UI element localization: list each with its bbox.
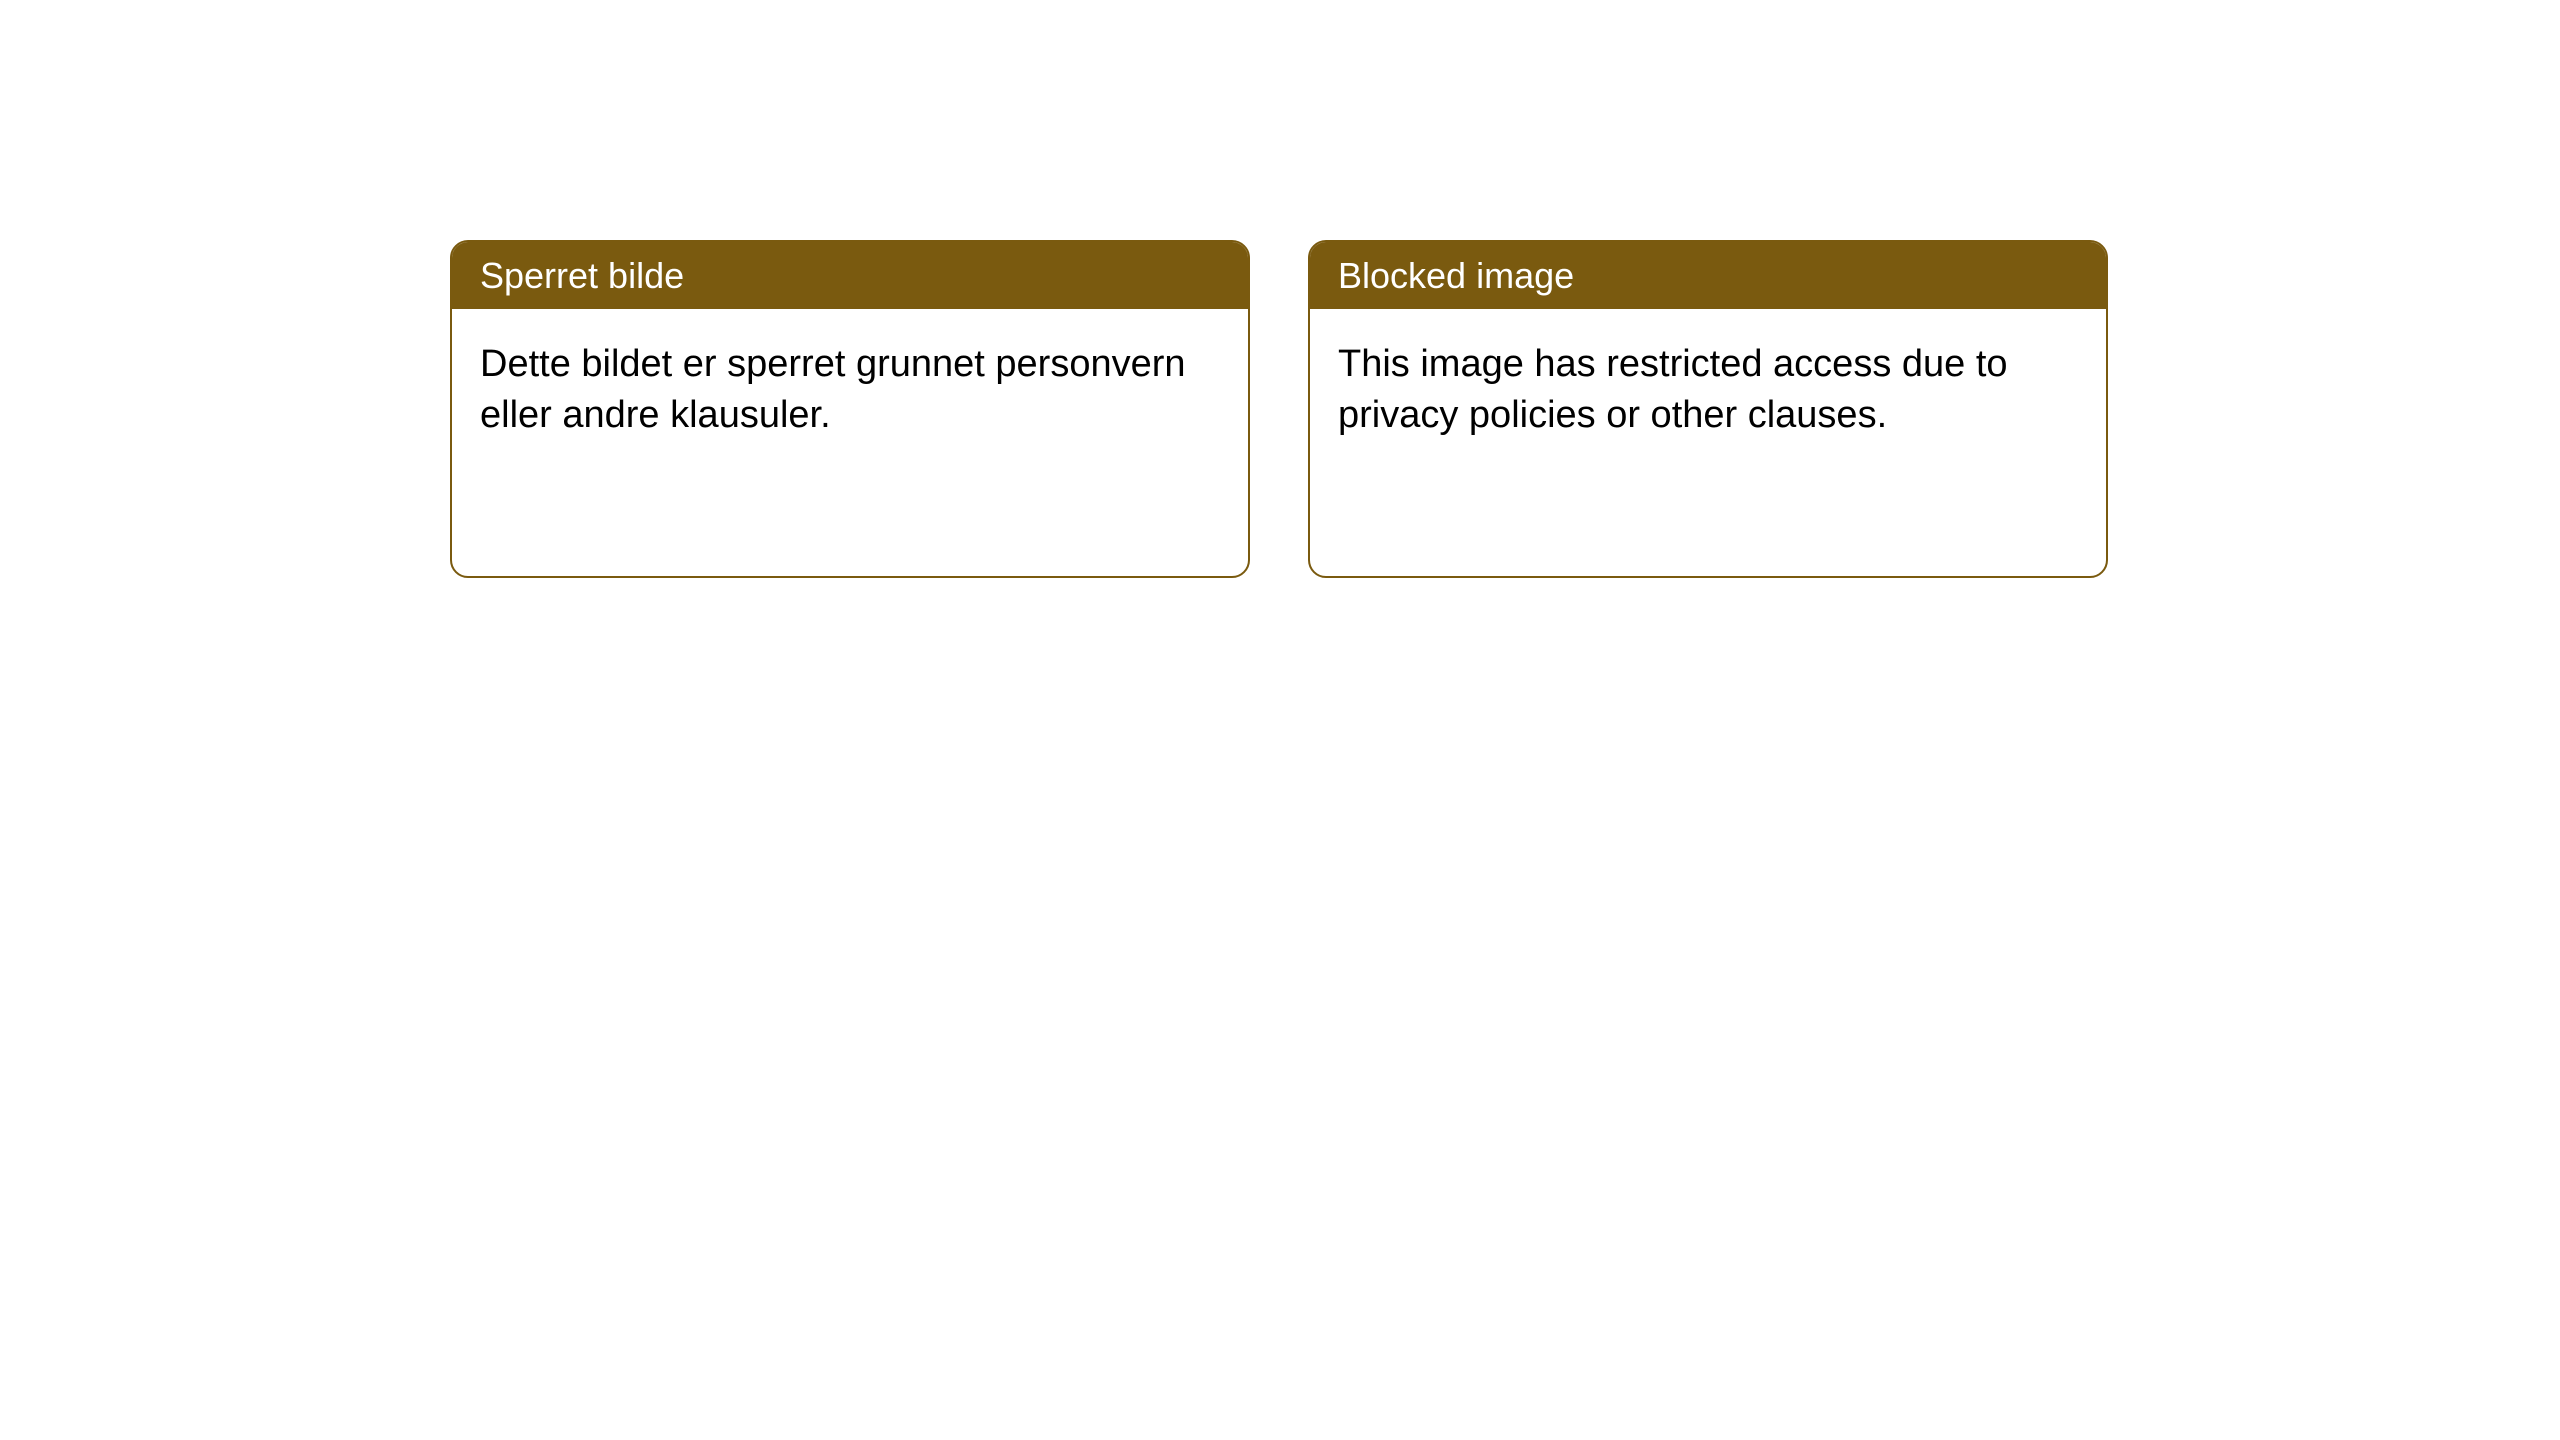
notice-body-no: Dette bildet er sperret grunnet personve… — [452, 309, 1248, 472]
notice-card-no: Sperret bilde Dette bildet er sperret gr… — [450, 240, 1250, 578]
notice-header-no: Sperret bilde — [452, 242, 1248, 309]
notice-cards-container: Sperret bilde Dette bildet er sperret gr… — [450, 240, 2108, 578]
notice-card-en: Blocked image This image has restricted … — [1308, 240, 2108, 578]
notice-body-en: This image has restricted access due to … — [1310, 309, 2106, 472]
notice-header-en: Blocked image — [1310, 242, 2106, 309]
